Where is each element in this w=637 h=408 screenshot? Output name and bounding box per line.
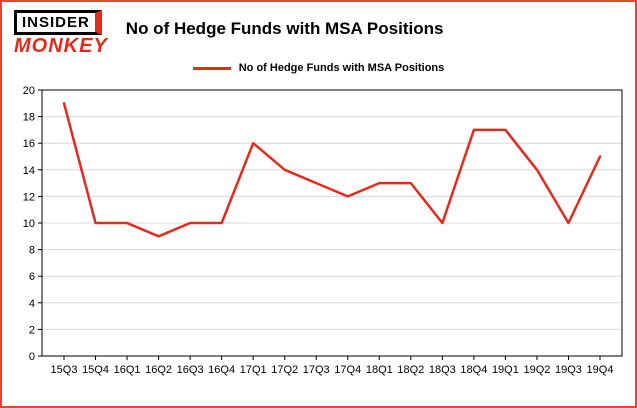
y-axis-label: 14: [23, 165, 35, 177]
y-axis-label: 10: [23, 218, 35, 230]
x-axis-label: 19Q4: [587, 364, 614, 376]
y-axis-label: 4: [29, 298, 35, 310]
x-axis-label: 18Q4: [460, 364, 487, 376]
y-axis-label: 20: [23, 85, 35, 97]
y-axis-label: 8: [29, 245, 35, 257]
x-axis-label: 18Q3: [429, 364, 456, 376]
x-axis-label: 19Q1: [492, 364, 519, 376]
x-axis-label: 17Q1: [240, 364, 267, 376]
y-axis-label: 2: [29, 324, 35, 336]
x-axis-label: 16Q2: [145, 364, 172, 376]
x-axis-label: 17Q3: [303, 364, 330, 376]
logo-monkey-text: MONKEY: [14, 35, 108, 57]
data-line: [62, 102, 602, 238]
y-axis-label: 18: [23, 112, 35, 124]
x-axis-label: 17Q2: [271, 364, 298, 376]
line-chart: 0 2 4 6 8 10 12 14 16 18 20 15Q3 15Q4 16Q1 16Q2 16Q3 16Q…: [23, 85, 623, 376]
x-axis-label: 16Q4: [208, 364, 235, 376]
x-axis-label: 15Q4: [82, 364, 109, 376]
y-axis-label: 0: [29, 351, 35, 363]
legend-label: No of Hedge Funds with MSA Positions: [238, 62, 445, 74]
legend-line-swatch: [192, 66, 231, 70]
insider-monkey-logo: INSIDER MONKEY: [14, 10, 108, 56]
y-axis-label: 6: [29, 271, 35, 283]
x-axis-label: 18Q2: [397, 364, 424, 376]
chart-title: No of Hedge Funds with MSA Positions: [125, 19, 444, 38]
header: INSIDER MONKEY No of Hedge Funds with MS…: [14, 10, 627, 56]
y-axis-label: 12: [23, 191, 35, 203]
x-axis-label: 18Q1: [366, 364, 393, 376]
x-axis-label: 17Q4: [334, 364, 361, 376]
x-axis-label: 15Q3: [51, 364, 78, 376]
x-axis-label: 16Q1: [114, 364, 141, 376]
logo-insider-text: INSIDER: [14, 10, 102, 35]
y-axis-label: 16: [23, 138, 35, 150]
legend: No of Hedge Funds with MSA Positions: [2, 62, 635, 74]
x-axis-label: 16Q3: [177, 364, 204, 376]
plot-border: [41, 89, 623, 357]
x-axis-label: 19Q3: [555, 364, 582, 376]
x-axis-label: 19Q2: [523, 364, 550, 376]
